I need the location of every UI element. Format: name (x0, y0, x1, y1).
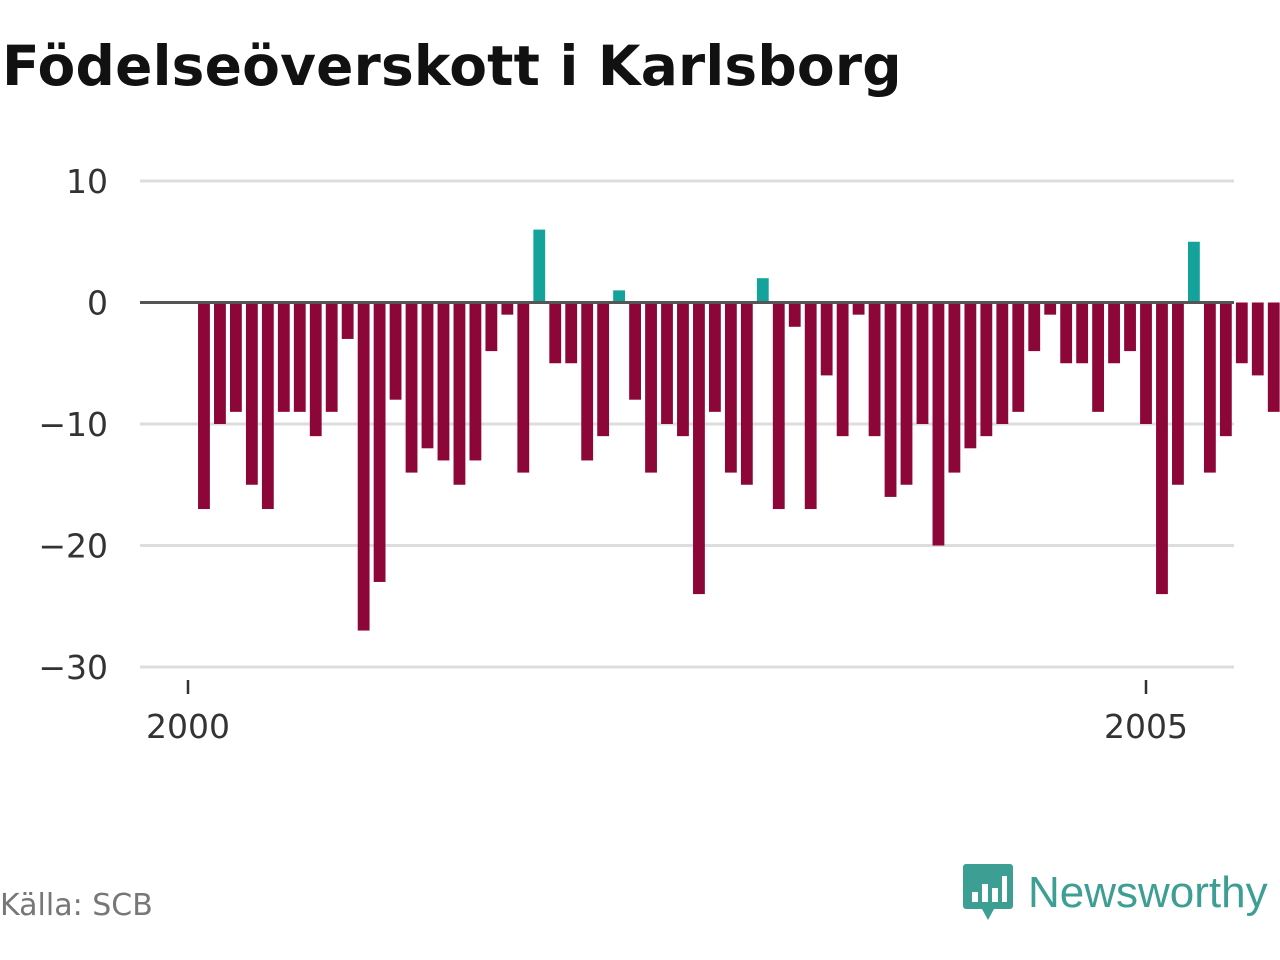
bar (724, 302, 737, 473)
bar (245, 302, 258, 485)
bar (229, 302, 242, 412)
bar (309, 302, 322, 437)
bar (1203, 302, 1216, 473)
bars (198, 229, 1280, 631)
bar (836, 302, 849, 437)
bar (325, 302, 338, 412)
bar (708, 302, 721, 412)
y-tick-label: 10 (66, 162, 108, 201)
bar (613, 290, 626, 303)
bar (804, 302, 817, 510)
bar (198, 302, 210, 510)
bar (293, 302, 306, 412)
bar (581, 302, 594, 461)
bar (980, 302, 993, 437)
bar (916, 302, 929, 424)
bar (485, 302, 498, 352)
bar (996, 302, 1009, 424)
newsworthy-logo: Newsworthy (962, 862, 1268, 924)
bar (852, 302, 865, 315)
bar (756, 278, 769, 303)
bar (677, 302, 689, 437)
bar (964, 302, 977, 449)
y-tick-label: −20 (38, 527, 108, 566)
bar (405, 302, 418, 473)
bar (517, 302, 530, 473)
bar (1044, 302, 1057, 315)
bar (1187, 241, 1200, 303)
bar (1140, 302, 1152, 424)
bar (565, 302, 578, 364)
bar (629, 302, 641, 400)
bar (948, 302, 961, 473)
bar (277, 302, 290, 412)
bar (1124, 302, 1136, 352)
bar (693, 302, 705, 595)
bar (645, 302, 657, 473)
y-tick-label: −30 (38, 648, 108, 687)
bar (533, 229, 546, 303)
bar (437, 302, 450, 461)
bar (501, 302, 514, 315)
bar (549, 302, 562, 364)
bar (469, 302, 482, 461)
bar (1012, 302, 1025, 412)
bar (1235, 302, 1248, 364)
bar (661, 302, 673, 424)
bar (453, 302, 466, 485)
bar (932, 302, 945, 546)
bar (214, 302, 226, 424)
y-tick-label: 0 (87, 284, 108, 323)
bar (1076, 302, 1089, 364)
bar (900, 302, 913, 485)
bar (261, 302, 274, 510)
newsworthy-logo-icon (963, 864, 1013, 920)
source-label: Källa: SCB (0, 888, 153, 923)
bar (389, 302, 402, 400)
newsworthy-brand-text: Newsworthy (1028, 868, 1268, 917)
bar (884, 302, 897, 497)
bar (1028, 302, 1041, 352)
bar (597, 302, 610, 437)
bar (788, 302, 801, 327)
bar (1251, 302, 1264, 376)
bar (357, 302, 370, 631)
y-tick-label: −10 (38, 405, 108, 444)
bar (421, 302, 434, 449)
bar (341, 302, 354, 339)
bar (1092, 302, 1105, 412)
bar (820, 302, 833, 376)
x-tick-label: 2000 (146, 707, 230, 746)
bar (1267, 302, 1280, 412)
bar (1156, 302, 1168, 595)
bar (1108, 302, 1120, 364)
bar (373, 302, 386, 582)
bar (740, 302, 753, 485)
bar (1060, 302, 1073, 364)
bar (868, 302, 881, 437)
bar (1172, 302, 1184, 485)
x-axis: 200020052010201520202025 (146, 680, 1188, 746)
y-axis: 10 0 −10 −20 −30 (38, 162, 108, 687)
bar (772, 302, 785, 510)
bar (1219, 302, 1232, 437)
x-tick-label: 2005 (1104, 707, 1188, 746)
chart-title: Födelseöverskott i Karlsborg (2, 34, 902, 98)
